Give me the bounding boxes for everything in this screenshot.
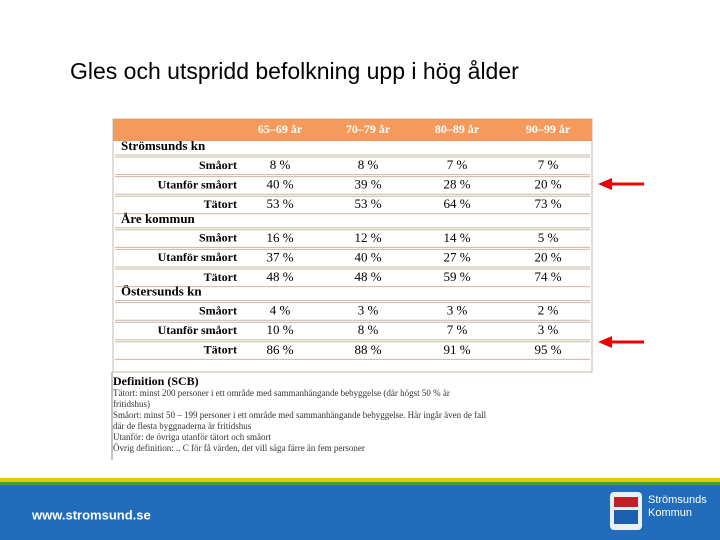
column-header: 90–99 år bbox=[526, 122, 571, 136]
definition-line: Övrig definition: .. C för få värden, de… bbox=[113, 443, 365, 453]
logo-text: Kommun bbox=[648, 507, 692, 519]
cell: 53 % bbox=[354, 196, 381, 211]
row-label: Utanför småort bbox=[158, 323, 237, 337]
row-label: Tätort bbox=[204, 343, 237, 357]
cell: 8 % bbox=[358, 322, 379, 337]
slide-title: Gles och utspridd befolkning upp i hög å… bbox=[70, 58, 519, 84]
definition: Definition (SCB)Tätort: minst 200 person… bbox=[113, 374, 487, 453]
cell: 59 % bbox=[443, 269, 470, 284]
row-label: Småort bbox=[199, 303, 237, 317]
row-label: Småort bbox=[199, 158, 237, 172]
group-name: Åre kommun bbox=[121, 211, 196, 226]
footer-url: www.stromsund.se bbox=[31, 507, 151, 522]
cell: 10 % bbox=[266, 322, 293, 337]
definition-line: Småort: minst 50 – 199 personer i ett om… bbox=[113, 410, 487, 420]
group-name: Östersunds kn bbox=[121, 284, 202, 299]
cell: 64 % bbox=[443, 196, 470, 211]
cell: 14 % bbox=[443, 230, 470, 245]
cell: 73 % bbox=[534, 196, 561, 211]
cell: 12 % bbox=[354, 230, 381, 245]
cell: 74 % bbox=[534, 269, 561, 284]
table-frame bbox=[112, 118, 593, 373]
definition-heading: Definition (SCB) bbox=[113, 374, 199, 388]
cell: 53 % bbox=[266, 196, 293, 211]
cell: 16 % bbox=[266, 230, 293, 245]
definition-line: där de flesta byggnaderna är fritidshus bbox=[113, 421, 252, 431]
definition-line: fritidshus) bbox=[113, 399, 150, 409]
group-name: Strömsunds kn bbox=[121, 138, 206, 153]
column-header: 70–79 år bbox=[346, 122, 391, 136]
footer: www.stromsund.se Strömsunds Kommun bbox=[0, 478, 720, 540]
definition-line: Tätort: minst 200 personer i ett område … bbox=[113, 388, 450, 398]
table: 65–69 år 70–79 år 80–89 år 90–99 år Strömsun… bbox=[115, 122, 590, 360]
table-header bbox=[113, 119, 592, 141]
arrow bbox=[598, 336, 644, 348]
cell: 3 % bbox=[447, 303, 468, 318]
arrow bbox=[598, 178, 644, 190]
cell: 8 % bbox=[358, 157, 379, 172]
cell: 27 % bbox=[443, 249, 470, 264]
cell: 7 % bbox=[447, 157, 468, 172]
cell: 5 % bbox=[538, 230, 559, 245]
cell: 88 % bbox=[354, 342, 381, 357]
cell: 39 % bbox=[354, 177, 381, 192]
cell: 40 % bbox=[354, 249, 381, 264]
cell: 48 % bbox=[354, 269, 381, 284]
column-header: 80–89 år bbox=[435, 122, 480, 136]
cell: 86 % bbox=[266, 342, 293, 357]
cell: 95 % bbox=[534, 342, 561, 357]
logo-text: Strömsunds bbox=[648, 494, 707, 506]
cell: 3 % bbox=[538, 322, 559, 337]
cell: 20 % bbox=[534, 177, 561, 192]
row-label: Utanför småort bbox=[158, 250, 237, 264]
column-header: 65–69 år bbox=[258, 122, 303, 136]
definition-line: Utanför: de övriga utanför tätort och sm… bbox=[113, 432, 271, 442]
cell: 7 % bbox=[538, 157, 559, 172]
cell: 28 % bbox=[443, 177, 470, 192]
cell: 37 % bbox=[266, 249, 293, 264]
cell: 2 % bbox=[538, 303, 559, 318]
row-label: Tätort bbox=[204, 197, 237, 211]
cell: 40 % bbox=[266, 177, 293, 192]
row-label: Utanför småort bbox=[158, 177, 237, 191]
cell: 48 % bbox=[266, 269, 293, 284]
cell: 20 % bbox=[534, 249, 561, 264]
cell: 91 % bbox=[443, 342, 470, 357]
cell: 4 % bbox=[270, 303, 291, 318]
cell: 7 % bbox=[447, 322, 468, 337]
row-label: Tätort bbox=[204, 270, 237, 284]
cell: 3 % bbox=[358, 303, 379, 318]
cell: 8 % bbox=[270, 157, 291, 172]
row-label: Småort bbox=[199, 231, 237, 245]
